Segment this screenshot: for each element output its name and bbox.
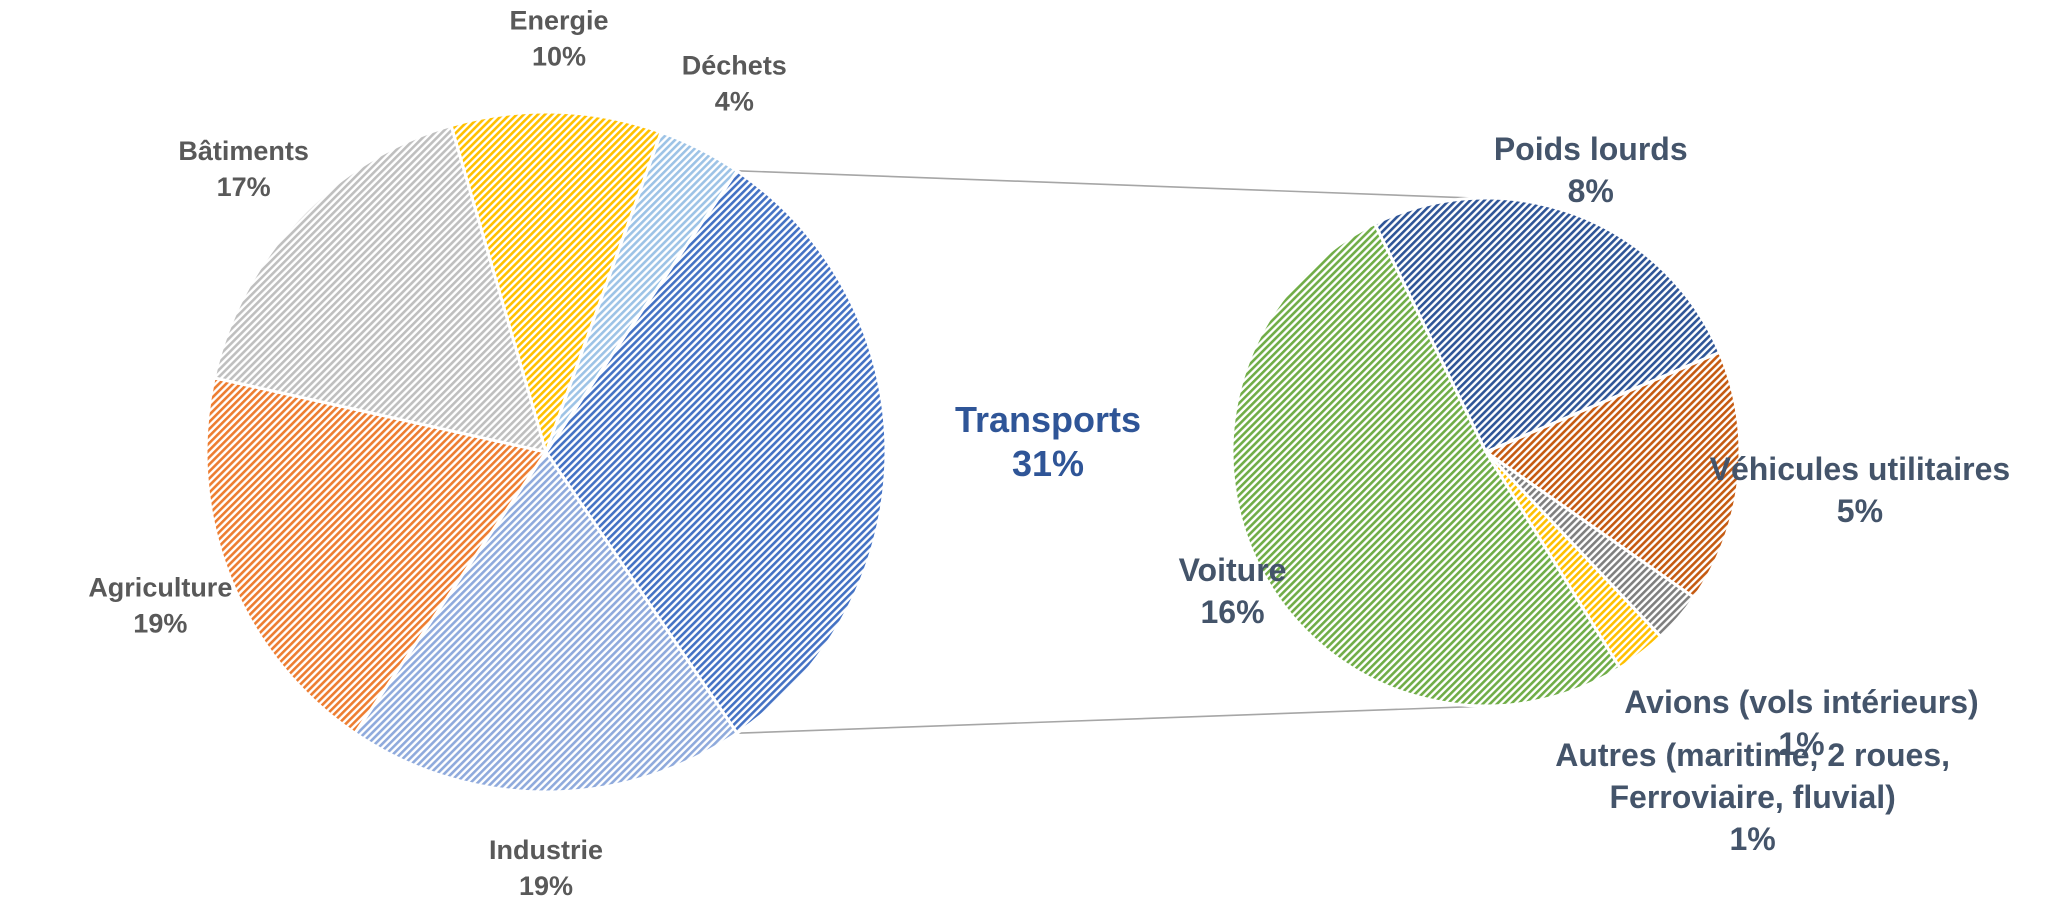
label-batiments: Bâtiments 17% xyxy=(178,136,309,202)
label-energie: Energie 10% xyxy=(510,5,609,71)
slice-batiments xyxy=(212,123,549,455)
sub-pie xyxy=(1230,196,1742,708)
sub-slice-voiture xyxy=(1230,221,1622,708)
sub-slice-vehicules-utilitaires xyxy=(1482,350,1742,600)
sub-label-poids-lourds: Poids lourds 8% xyxy=(1494,131,1688,209)
connector-lines xyxy=(737,169,1495,735)
sub-label-autres-maritime-2-roues-ferroviaire-fluvial: Autres (maritime, 2 roues, Ferroviaire, f… xyxy=(1555,737,1950,857)
sub-label-voiture: Voiture 16% xyxy=(1179,552,1287,630)
label-transports: Transports 31% xyxy=(955,399,1141,484)
connector-line-top xyxy=(737,169,1478,199)
slice-dechets xyxy=(544,130,740,453)
slice-agriculture xyxy=(204,376,549,736)
slice-labels: Transports 31% Industrie 19% Agriculture 19% B… xyxy=(88,5,2010,900)
slice-industrie xyxy=(352,449,740,794)
label-industrie: Industrie 19% xyxy=(489,835,603,901)
sub-label-vehicules-utilitaires: Véhicules utilitaires 5% xyxy=(1710,451,2011,529)
slice-energie xyxy=(449,110,664,457)
slice-transports xyxy=(544,168,888,736)
connector-line-bottom xyxy=(737,705,1495,735)
sub-label-avions-vols-interieurs: Avions (vols intérieurs) 1% xyxy=(1624,684,1978,762)
label-dechets: Déchets 4% xyxy=(682,50,787,116)
label-agriculture: Agriculture 19% xyxy=(88,573,232,639)
main-pie xyxy=(204,110,888,794)
